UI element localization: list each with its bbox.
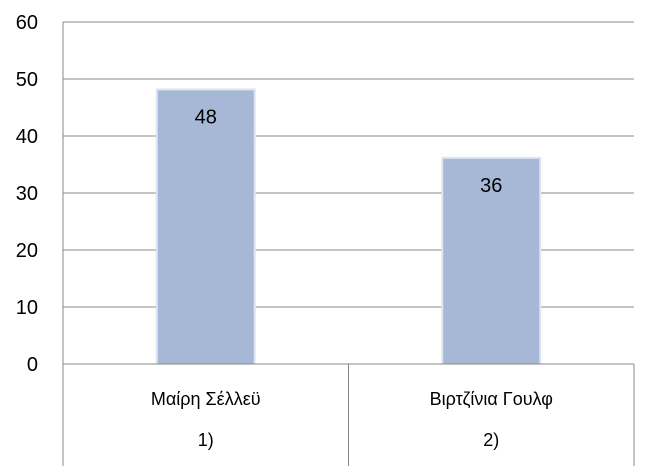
bar-data-label: 36 [480, 175, 502, 197]
gridlines [63, 21, 634, 308]
x-category-label: Μαίρη Σέλλεϋ [151, 389, 261, 409]
x-category-label: Βιρτζίνια Γουλφ [430, 389, 553, 409]
y-tick-label: 50 [16, 69, 38, 91]
y-tick-label: 60 [16, 12, 38, 34]
y-tick-label: 0 [27, 354, 38, 376]
y-tick-label: 10 [16, 297, 38, 319]
axes [62, 22, 635, 466]
bar-data-label: 48 [195, 106, 217, 128]
bars [155, 88, 542, 365]
y-tick-label: 30 [16, 183, 38, 205]
bar-data-labels: 48 36 [195, 106, 503, 196]
x-category-number: 2) [483, 430, 499, 450]
bar [157, 90, 254, 365]
y-tick-label: 20 [16, 240, 38, 262]
x-category-number: 1) [198, 430, 214, 450]
bar [443, 158, 540, 364]
x-axis-categories: Μαίρη Σέλλεϋ 1) Βιρτζίνια Γουλφ 2) [151, 389, 553, 450]
y-tick-label: 40 [16, 126, 38, 148]
y-axis-tick-labels: 0 10 20 30 40 50 60 [16, 12, 38, 376]
